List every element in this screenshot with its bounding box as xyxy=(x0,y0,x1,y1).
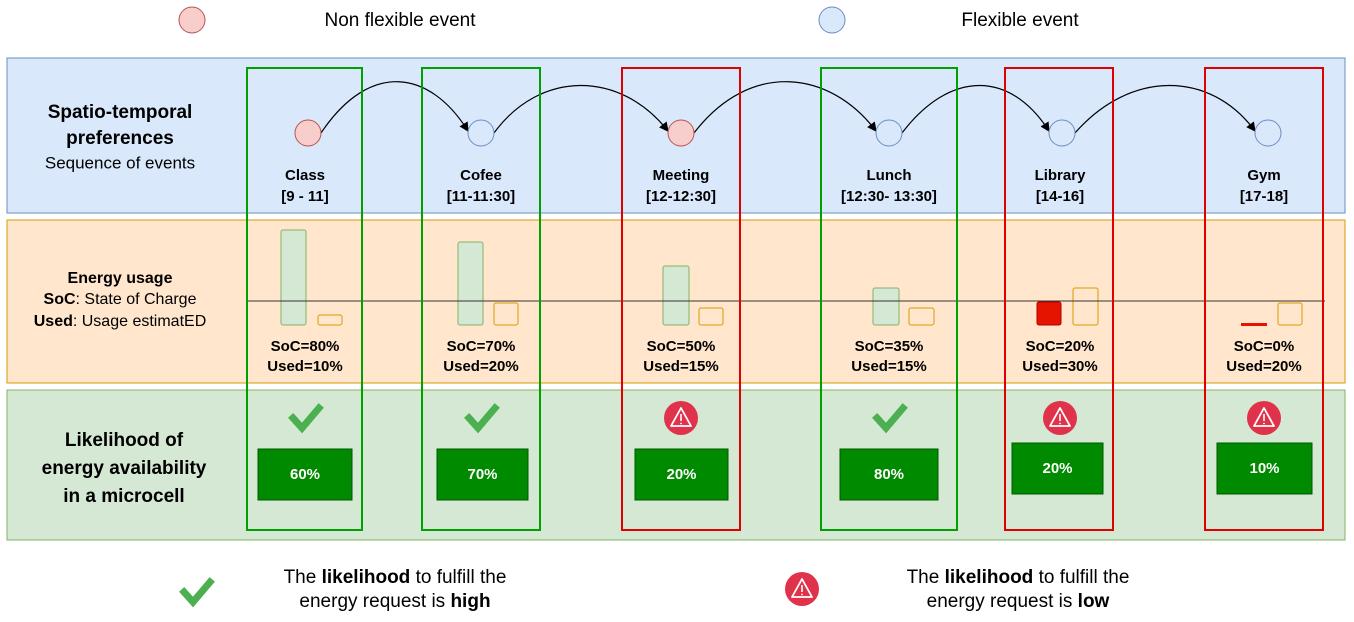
likelihood-value: 70% xyxy=(467,466,497,483)
soc-label: SoC=80% xyxy=(271,338,340,355)
note-line: energy request is high xyxy=(299,591,490,612)
event-frame xyxy=(246,67,363,531)
note-line: The likelihood to fulfill the xyxy=(284,567,507,588)
used-label: Used=15% xyxy=(643,358,718,375)
used-label: Used=20% xyxy=(443,358,518,375)
likelihood-box xyxy=(1216,442,1313,495)
event-name: Lunch xyxy=(867,167,912,184)
event-time: [12:30- 13:30] xyxy=(841,188,937,205)
event-frame xyxy=(820,67,958,531)
event-dot xyxy=(667,119,695,147)
warning-icon xyxy=(784,571,820,607)
likelihood-value: 80% xyxy=(874,466,904,483)
event-name: Cofee xyxy=(460,167,502,184)
likelihood-box xyxy=(257,448,353,501)
check-icon xyxy=(184,582,210,602)
event-time: [14-16] xyxy=(1036,188,1084,205)
event-time: [11-11:30] xyxy=(447,188,515,205)
event-time: [12-12:30] xyxy=(646,188,716,205)
event-name: Library xyxy=(1035,167,1087,184)
event-time: [17-18] xyxy=(1240,188,1288,205)
event-dot xyxy=(1254,119,1282,147)
row-desc: SoC: State of Charge xyxy=(44,291,197,308)
event-name: Meeting xyxy=(653,167,710,184)
event-name: Gym xyxy=(1247,167,1280,184)
row-title: Energy usage xyxy=(68,270,173,287)
legend-circle-flexible xyxy=(818,6,846,34)
t: The xyxy=(907,567,945,588)
used-label: Used=20% xyxy=(1226,358,1301,375)
event-frame xyxy=(621,67,741,531)
row-title: Spatio-temporal xyxy=(48,102,193,123)
t: to fulfill the xyxy=(410,567,506,588)
likelihood-box xyxy=(1011,442,1104,495)
t: likelihood xyxy=(945,567,1034,588)
used-label: Used=10% xyxy=(267,358,342,375)
likelihood-value: 10% xyxy=(1249,460,1279,477)
row-subtitle: Sequence of events xyxy=(45,153,195,172)
soc-label: SoC=50% xyxy=(647,338,716,355)
event-dot xyxy=(294,119,322,147)
likelihood-box xyxy=(436,448,529,501)
t: energy request is xyxy=(927,591,1078,612)
used-label: Used=15% xyxy=(851,358,926,375)
sequence-arcs xyxy=(320,81,1256,134)
warning-icon xyxy=(1042,400,1078,436)
legend-label: Non flexible event xyxy=(324,10,476,31)
likelihood-value: 20% xyxy=(666,466,696,483)
t: energy request is xyxy=(299,591,450,612)
soc-label: SoC=20% xyxy=(1026,338,1095,355)
t: likelihood xyxy=(322,567,411,588)
event-name: Class xyxy=(285,167,325,184)
note-line: The likelihood to fulfill the xyxy=(907,567,1130,588)
note-line: energy request is low xyxy=(927,591,1110,612)
key: SoC xyxy=(44,291,76,308)
row-title: in a microcell xyxy=(63,486,184,507)
soc-label: SoC=0% xyxy=(1234,338,1294,355)
row-title: preferences xyxy=(66,128,174,149)
likelihood-value: 60% xyxy=(290,466,320,483)
warning-icon xyxy=(1246,400,1282,436)
t: high xyxy=(450,591,490,612)
t: low xyxy=(1078,591,1110,612)
used-label: Used=30% xyxy=(1022,358,1097,375)
row-title: Likelihood of xyxy=(65,430,184,451)
likelihood-value: 20% xyxy=(1042,460,1072,477)
energy-bars xyxy=(280,229,1303,326)
likelihood-box xyxy=(839,448,939,501)
event-frame xyxy=(1204,67,1324,531)
event-dot xyxy=(875,119,903,147)
row-desc: Used: Usage estimatED xyxy=(34,313,207,330)
warning-icon xyxy=(663,400,699,436)
event-frame xyxy=(1004,67,1114,531)
event-time: [9 - 11] xyxy=(281,188,329,205)
legend-circle-non-flexible xyxy=(178,6,206,34)
t: The xyxy=(284,567,322,588)
desc: : Usage estimatED xyxy=(73,313,206,330)
t: to fulfill the xyxy=(1033,567,1129,588)
soc-label: SoC=35% xyxy=(855,338,924,355)
soc-label: SoC=70% xyxy=(447,338,516,355)
legend-label: Flexible event xyxy=(961,10,1079,31)
row-title: energy availability xyxy=(42,458,207,479)
desc: : State of Charge xyxy=(76,291,197,308)
key: Used xyxy=(34,313,73,330)
event-dot xyxy=(1048,119,1076,147)
event-frame xyxy=(421,67,541,531)
event-dot xyxy=(467,119,495,147)
likelihood-box xyxy=(634,448,729,501)
